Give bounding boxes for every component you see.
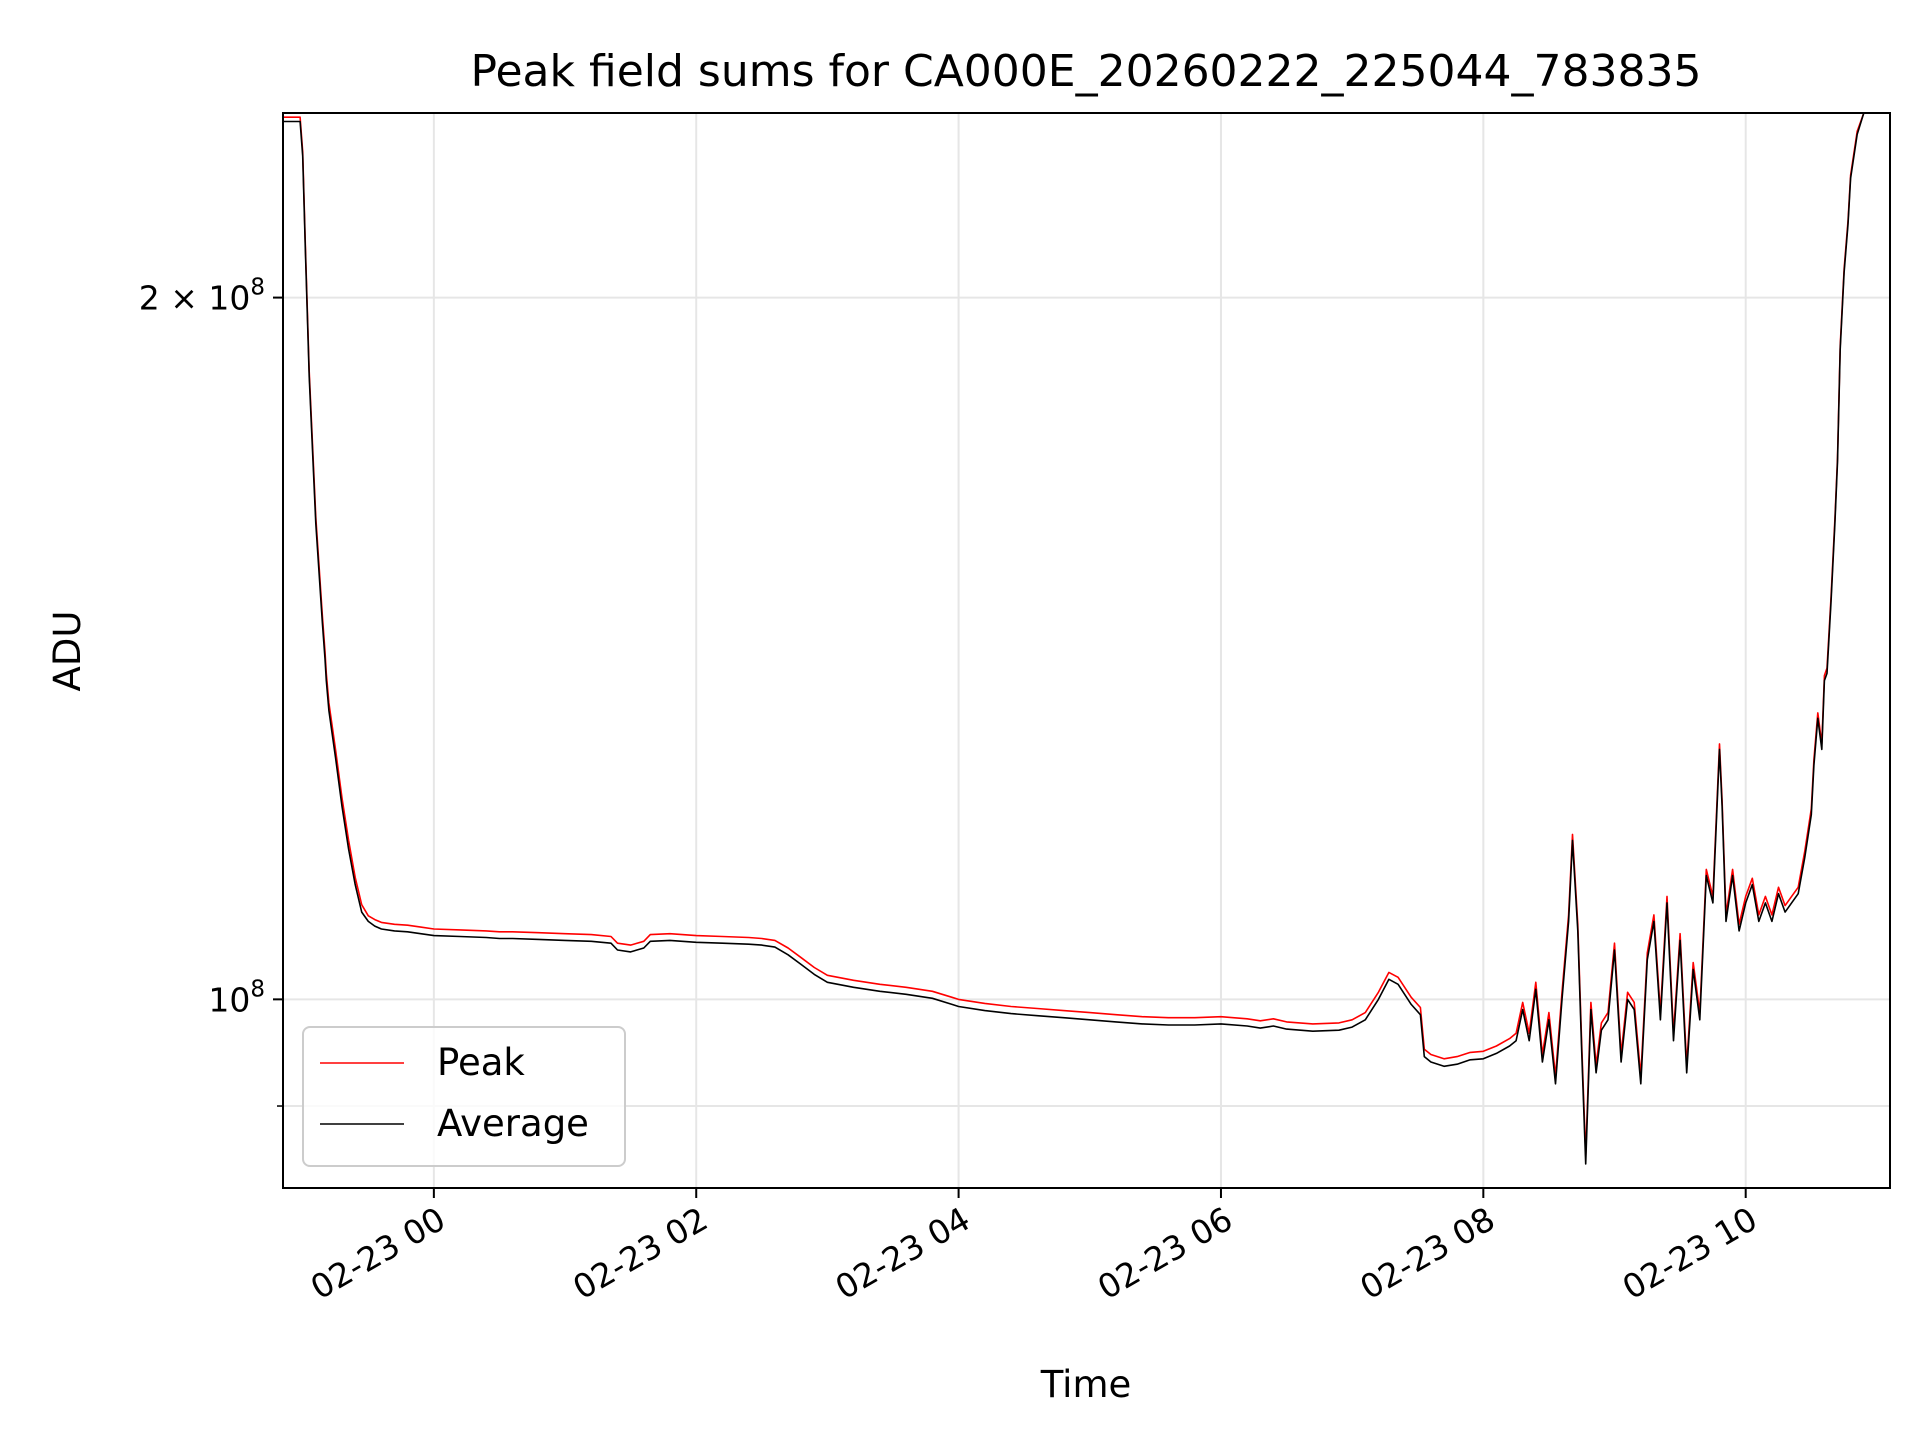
y-axis-label: ADU bbox=[46, 611, 89, 692]
legend-peak-label: Peak bbox=[437, 1041, 525, 1084]
x-axis-label: Time bbox=[1040, 1363, 1132, 1406]
y-tick-label: 108 bbox=[208, 976, 265, 1019]
y-axis: 108 2 × 108 bbox=[139, 275, 283, 1107]
y-tick-label: 2 × 108 bbox=[139, 275, 265, 318]
series-average-line bbox=[283, 113, 1890, 1165]
legend: Peak Average bbox=[302, 1026, 626, 1167]
legend-box bbox=[302, 1026, 626, 1167]
chart-title: Peak field sums for CA000E_20260222_2250… bbox=[471, 46, 1702, 97]
legend-average-label: Average bbox=[437, 1102, 589, 1145]
plot-frame bbox=[282, 112, 1891, 1189]
series-group bbox=[283, 113, 1890, 1165]
